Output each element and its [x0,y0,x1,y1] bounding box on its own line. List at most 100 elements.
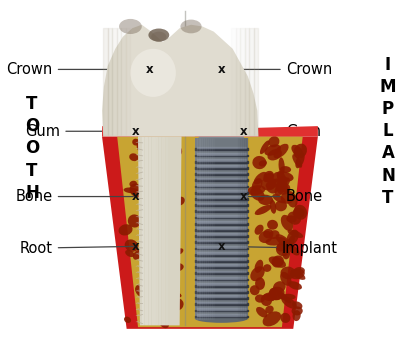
Ellipse shape [125,239,138,252]
Ellipse shape [281,215,293,231]
Ellipse shape [259,160,267,166]
Ellipse shape [259,231,273,243]
Ellipse shape [258,195,273,205]
Ellipse shape [267,220,278,230]
Ellipse shape [287,193,298,208]
Ellipse shape [277,291,286,300]
Ellipse shape [274,184,284,196]
Ellipse shape [290,270,306,280]
Ellipse shape [263,229,274,238]
Ellipse shape [280,313,290,323]
Ellipse shape [252,178,262,191]
Ellipse shape [163,171,178,182]
Ellipse shape [277,171,294,181]
Ellipse shape [266,237,286,246]
Ellipse shape [255,277,265,290]
Ellipse shape [147,270,160,282]
Text: x: x [240,190,248,203]
Text: Gum: Gum [25,124,133,139]
Text: Root: Root [20,240,133,256]
Ellipse shape [275,200,287,211]
Ellipse shape [267,181,275,189]
Ellipse shape [276,243,290,256]
Ellipse shape [293,267,305,275]
Ellipse shape [272,194,286,203]
Ellipse shape [278,157,285,175]
Text: x: x [132,240,140,253]
Ellipse shape [276,183,288,192]
Ellipse shape [130,184,144,197]
Ellipse shape [264,145,281,156]
Text: Crown: Crown [6,62,146,77]
Ellipse shape [130,49,176,97]
Text: Implant: Implant [224,240,338,256]
Text: x: x [132,190,140,203]
Ellipse shape [263,293,277,301]
Ellipse shape [135,285,149,298]
Ellipse shape [276,243,286,252]
Ellipse shape [195,314,248,323]
Ellipse shape [254,172,267,184]
Ellipse shape [290,269,305,279]
Ellipse shape [129,153,138,161]
Ellipse shape [288,245,300,256]
Text: T
O
O
T
H: T O O T H [25,95,39,202]
Ellipse shape [252,156,266,169]
Polygon shape [195,138,248,318]
Ellipse shape [268,149,282,160]
Ellipse shape [277,183,290,195]
Ellipse shape [175,197,185,206]
Ellipse shape [138,187,154,200]
Ellipse shape [250,285,260,295]
Ellipse shape [132,139,139,146]
Polygon shape [102,126,138,136]
Ellipse shape [263,312,281,326]
Polygon shape [195,126,318,136]
Ellipse shape [146,308,158,319]
Text: Bone: Bone [16,189,133,204]
Ellipse shape [288,281,302,290]
Ellipse shape [255,205,272,215]
Ellipse shape [280,166,291,173]
Text: x: x [218,63,225,76]
Ellipse shape [158,310,168,326]
Ellipse shape [147,161,156,171]
Ellipse shape [133,250,142,260]
Ellipse shape [286,230,299,245]
Ellipse shape [276,176,288,190]
Ellipse shape [247,185,266,195]
Ellipse shape [295,153,305,168]
Text: x: x [218,240,225,253]
Text: Gum: Gum [247,124,321,139]
Ellipse shape [148,149,160,157]
Ellipse shape [281,296,297,309]
Ellipse shape [286,235,295,250]
Polygon shape [198,111,244,138]
Ellipse shape [170,298,184,311]
Ellipse shape [268,136,280,147]
Ellipse shape [292,310,301,321]
Ellipse shape [292,208,305,218]
Ellipse shape [124,187,138,193]
Ellipse shape [148,29,169,42]
Ellipse shape [292,306,303,315]
Ellipse shape [254,260,263,273]
Text: x: x [240,125,248,138]
Ellipse shape [159,260,169,268]
Ellipse shape [255,294,265,303]
Text: I
M
P
L
A
N
T: I M P L A N T [380,56,396,207]
Polygon shape [117,136,303,327]
Ellipse shape [169,141,180,152]
Ellipse shape [272,256,284,268]
Ellipse shape [280,267,296,279]
Ellipse shape [261,294,272,306]
Ellipse shape [294,205,307,220]
Ellipse shape [250,187,265,201]
Ellipse shape [265,306,274,314]
Ellipse shape [284,239,294,248]
Ellipse shape [142,239,151,248]
Ellipse shape [278,292,291,303]
Ellipse shape [159,318,169,328]
Text: x: x [146,63,153,76]
Ellipse shape [273,281,286,293]
